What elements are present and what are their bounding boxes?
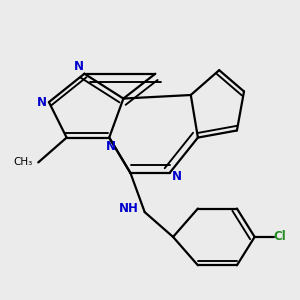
Text: N: N xyxy=(106,140,116,153)
Text: N: N xyxy=(172,170,182,183)
Text: N: N xyxy=(74,60,84,73)
Text: N: N xyxy=(37,96,47,109)
Text: CH₃: CH₃ xyxy=(14,158,33,167)
Text: NH: NH xyxy=(119,202,139,215)
Text: Cl: Cl xyxy=(273,230,286,243)
